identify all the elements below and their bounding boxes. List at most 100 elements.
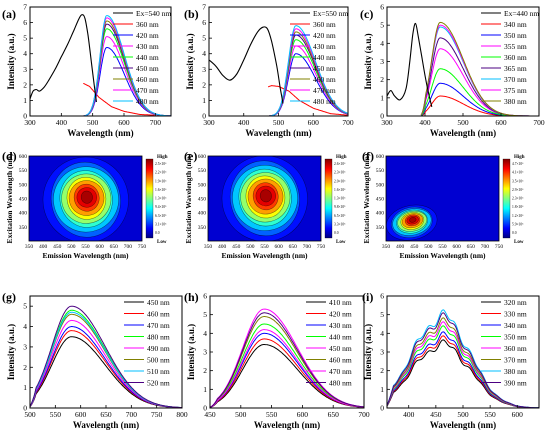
- y-tick-label: 3: [23, 342, 27, 351]
- y-tick-label: 4: [380, 39, 384, 48]
- x-tick-label: 350: [25, 244, 34, 250]
- legend-label: 450 nm: [136, 64, 159, 73]
- panel-letter: (a): [2, 7, 16, 21]
- legend-label: 420 nm: [313, 31, 336, 40]
- x-axis-label: Wavelength (nm): [73, 420, 139, 430]
- y-tick-label: 5: [380, 21, 384, 30]
- excitation-line: [30, 14, 97, 103]
- axes-frame: [385, 155, 500, 242]
- plot-area: [387, 309, 539, 408]
- panel-letter: (g): [2, 290, 16, 304]
- y-tick-label: 500: [376, 182, 385, 188]
- x-tick-label: 750: [495, 244, 504, 250]
- y-tick-label: 450: [19, 197, 28, 203]
- x-tick-label: 650: [289, 244, 298, 250]
- x-tick-label: 700: [342, 118, 354, 127]
- y-tick-label: 350: [198, 225, 207, 231]
- axes-frame: [207, 155, 322, 242]
- legend-label: 430 nm: [136, 42, 159, 51]
- legend-label: 520 nm: [147, 378, 170, 387]
- legend-label: 490 nm: [147, 344, 170, 353]
- x-axis-label: Wavelength (nm): [67, 128, 133, 138]
- y-tick-label: 1: [23, 96, 27, 105]
- x-tick-label: 500: [67, 244, 76, 250]
- x-tick-label: 650: [110, 244, 119, 250]
- x-tick-label: 400: [56, 118, 68, 127]
- colorbar-tick-label: 9.4×10⁵: [155, 205, 167, 209]
- colorbar-tick-label: 9.8×10⁵: [334, 205, 346, 209]
- y-tick-label: 1: [380, 93, 384, 102]
- x-tick-label: 800: [176, 410, 188, 419]
- colorbar-tick-label: 6.3×10⁵: [155, 214, 167, 218]
- x-tick-label: 600: [308, 118, 320, 127]
- y-tick-label: 0: [23, 404, 27, 413]
- y-tick-label: 5: [203, 310, 207, 319]
- x-tick-label: 400: [39, 244, 48, 250]
- y-axis-label: Intensity (a.u.): [186, 324, 196, 380]
- y-tick-label: 3: [203, 348, 207, 357]
- series-line: [387, 312, 539, 408]
- colorbar-tick-label: 0.0: [155, 231, 160, 235]
- y-axis-label: Excitation Wavelength (nm): [362, 153, 371, 243]
- y-tick-label: 2: [380, 366, 384, 375]
- colorbar-high-label: High: [157, 155, 168, 160]
- x-tick-label: 700: [150, 118, 162, 127]
- legend-label: 360 nm: [136, 20, 159, 29]
- panel-b: 300 400 500 600 700 0 1 2 3 4 5 6 7 Wavelength (nm) In…: [185, 3, 354, 139]
- y-axis-label: Intensity (a.u.): [6, 324, 16, 380]
- colorbar-tick-label: 1.2×10⁶: [512, 214, 524, 218]
- heatmap-area: [208, 156, 321, 241]
- legend-label: 330 nm: [504, 309, 527, 318]
- x-tick-label: 500: [457, 118, 469, 127]
- x-tick-label: 650: [467, 244, 476, 250]
- y-tick-label: 1: [202, 96, 206, 105]
- y-tick-label: 3: [380, 57, 384, 66]
- y-tick-label: 550: [376, 168, 385, 174]
- x-tick-label: 400: [238, 118, 250, 127]
- y-tick-label: 450: [376, 197, 385, 203]
- legend-label: 470 nm: [147, 321, 170, 330]
- x-axis-label: Wavelength (nm): [254, 420, 320, 430]
- x-tick-label: 500: [273, 118, 285, 127]
- panel-e: 350 400 450 500 550 600 650 700 750 350 400 450 500 5…: [184, 153, 347, 260]
- x-tick-label: 300: [24, 118, 36, 127]
- panel-letter: (i): [362, 290, 373, 304]
- y-tick-label: 4: [202, 49, 206, 58]
- colorbar: High Low 2.5×10⁶ 2.2×10⁶ 1.9×10⁶ 1.6×10⁶ 1.3×1…: [145, 155, 168, 245]
- y-tick-label: 3: [202, 65, 206, 74]
- x-tick-label: 750: [317, 244, 326, 250]
- legend-label: 480 nm: [136, 97, 159, 106]
- colorbar-tick-label: 2.9×10⁶: [512, 188, 524, 192]
- colorbar-gradient: [324, 158, 333, 239]
- axes-frame: [29, 6, 172, 117]
- y-tick-label: 2: [202, 80, 206, 89]
- legend-label: 420 nm: [329, 309, 352, 318]
- colorbar-tick-label: 4.1×10⁶: [512, 171, 524, 175]
- legend-label: 460 nm: [147, 309, 170, 318]
- x-tick-label: 700: [481, 244, 490, 250]
- colorbar-tick-label: 2.3×10⁶: [512, 197, 524, 201]
- series-line: [83, 15, 171, 116]
- x-tick-label: 650: [328, 410, 340, 419]
- series-line: [267, 85, 348, 116]
- series-line: [210, 312, 364, 408]
- y-tick-label: 550: [198, 168, 207, 174]
- x-tick-label: 450: [232, 244, 241, 250]
- colorbar-tick-label: 1.8×10⁶: [512, 205, 524, 209]
- axes-frame: [28, 155, 143, 242]
- colorbar-tick-label: 3.3×10⁵: [334, 222, 346, 226]
- x-tick-label: 450: [410, 244, 419, 250]
- x-tick-label: 450: [53, 244, 62, 250]
- panel-c: 300 400 500 600 700 0 1 2 3 4 5 6 Wavelength (nm) Int…: [363, 3, 545, 139]
- legend-label: 360 nm: [504, 53, 527, 62]
- heatmap-area: [386, 156, 499, 241]
- x-tick-label: 500: [235, 410, 247, 419]
- y-tick-label: 0: [203, 404, 207, 413]
- panel-f: 350 400 450 500 550 600 650 700 750 350 400 450 500 5…: [362, 153, 525, 260]
- x-tick-label: 550: [50, 410, 62, 419]
- y-tick-label: 0: [23, 112, 27, 121]
- x-tick-label: 500: [246, 244, 255, 250]
- y-tick-label: 0: [380, 404, 384, 413]
- legend-label: 320 nm: [504, 298, 527, 307]
- legend-label: 350 nm: [504, 31, 527, 40]
